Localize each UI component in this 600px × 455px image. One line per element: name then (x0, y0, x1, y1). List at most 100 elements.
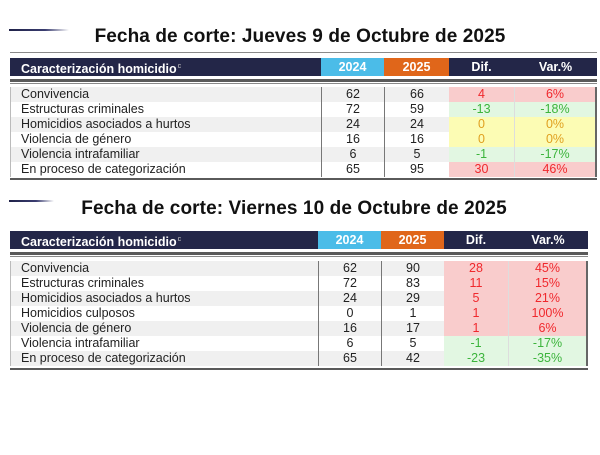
value-var: 0% (514, 117, 595, 132)
header-dif: Dif. (449, 58, 514, 76)
value-dif: 4 (449, 87, 514, 102)
value-2025: 24 (384, 117, 449, 132)
table-2-body: Convivencia 62 90 28 45% Estructuras cri… (10, 261, 588, 366)
table-row: Homicidios asociados a hurtos 24 24 0 0% (11, 117, 595, 132)
row-label: Homicidios asociados a hurtos (21, 117, 191, 131)
table-row: Convivencia 62 66 4 6% (11, 87, 595, 102)
row-label: Violencia intrafamiliar (21, 336, 140, 350)
header-label-cell: Caracterización homicidioc (10, 58, 321, 76)
table-row: Homicidios asociados a hurtos 24 29 5 21… (11, 291, 586, 306)
row-label: En proceso de categorización (21, 162, 186, 176)
header-underline-thin (10, 256, 588, 257)
value-var: -17% (508, 336, 586, 351)
value-dif: 0 (449, 117, 514, 132)
table-row: En proceso de categorización 65 95 30 46… (11, 162, 595, 177)
value-dif: 5 (444, 291, 508, 306)
value-2025: 59 (384, 102, 449, 117)
table-1-bottom-rule (10, 178, 597, 180)
header-label: Caracterización homicidio (21, 235, 177, 249)
row-label: Violencia de género (21, 132, 132, 146)
value-dif: 1 (444, 306, 508, 321)
value-2025: 83 (381, 276, 444, 291)
value-2024: 65 (321, 162, 384, 177)
value-2025: 5 (384, 147, 449, 162)
table-row: Homicidios culposos 0 1 1 100% (11, 306, 586, 321)
value-var: -17% (514, 147, 595, 162)
table-row: En proceso de categorización 65 42 -23 -… (11, 351, 586, 366)
value-2024: 6 (321, 147, 384, 162)
header-label-cell: Caracterización homicidioc (10, 231, 318, 249)
header-label-superscript: c (177, 236, 182, 243)
table-row: Estructuras criminales 72 59 -13 -18% (11, 102, 595, 117)
table-row: Violencia de género 16 16 0 0% (11, 132, 595, 147)
title-underline (10, 52, 597, 53)
header-2024: 2024 (321, 58, 384, 76)
value-var: 6% (514, 87, 595, 102)
header-2024: 2024 (318, 231, 381, 249)
value-2024: 16 (318, 321, 381, 336)
value-var: -35% (508, 351, 586, 366)
header-label-superscript: c (177, 63, 182, 70)
decorative-line (9, 29, 69, 31)
row-label: Convivencia (21, 87, 90, 101)
header-underline (10, 79, 597, 82)
value-var: 6% (508, 321, 586, 336)
value-2024: 72 (321, 102, 384, 117)
value-2025: 66 (384, 87, 449, 102)
value-var: -18% (514, 102, 595, 117)
row-label: Violencia intrafamiliar (21, 147, 140, 161)
value-2025: 5 (381, 336, 444, 351)
header-dif: Dif. (444, 231, 508, 249)
table-2-bottom-rule (10, 368, 588, 370)
table-1-header: Caracterización homicidioc 2024 2025 Dif… (10, 58, 597, 76)
header-var: Var.% (508, 231, 588, 249)
row-label: Estructuras criminales (21, 102, 144, 116)
value-dif: 11 (444, 276, 508, 291)
value-dif: 30 (449, 162, 514, 177)
table-2: Caracterización homicidioc 2024 2025 Dif… (10, 231, 588, 391)
value-var: 21% (508, 291, 586, 306)
table-row: Violencia intrafamiliar 6 5 -1 -17% (11, 336, 586, 351)
table-1-title: Fecha de corte: Jueves 9 de Octubre de 2… (94, 26, 506, 47)
header-2025: 2025 (381, 231, 444, 249)
value-dif: -23 (444, 351, 508, 366)
value-2025: 16 (384, 132, 449, 147)
value-2024: 24 (318, 291, 381, 306)
table-row: Violencia de género 16 17 1 6% (11, 321, 586, 336)
value-dif: 1 (444, 321, 508, 336)
row-label: En proceso de categorización (21, 351, 186, 365)
value-dif: -1 (444, 336, 508, 351)
value-dif: -1 (449, 147, 514, 162)
header-label: Caracterización homicidio (21, 62, 177, 76)
value-2025: 1 (381, 306, 444, 321)
row-label: Estructuras criminales (21, 276, 144, 290)
value-2024: 65 (318, 351, 381, 366)
value-2024: 24 (321, 117, 384, 132)
row-label: Homicidios culposos (21, 306, 135, 320)
value-2025: 90 (381, 261, 444, 276)
table-1-body: Convivencia 62 66 4 6% Estructuras crimi… (10, 87, 597, 177)
header-underline-thin (10, 83, 597, 84)
value-dif: 28 (444, 261, 508, 276)
value-var: 15% (508, 276, 586, 291)
value-2024: 6 (318, 336, 381, 351)
row-label: Violencia de género (21, 321, 132, 335)
table-2-header: Caracterización homicidioc 2024 2025 Dif… (10, 231, 588, 249)
value-2025: 17 (381, 321, 444, 336)
value-var: 100% (508, 306, 586, 321)
row-label: Homicidios asociados a hurtos (21, 291, 191, 305)
value-2024: 0 (318, 306, 381, 321)
value-dif: -13 (449, 102, 514, 117)
header-var: Var.% (514, 58, 597, 76)
table-2-title: Fecha de corte: Viernes 10 de Octubre de… (81, 198, 507, 219)
table-1: Caracterización homicidioc 2024 2025 Dif… (10, 58, 597, 198)
value-var: 45% (508, 261, 586, 276)
value-2025: 29 (381, 291, 444, 306)
value-2024: 72 (318, 276, 381, 291)
header-underline (10, 252, 588, 255)
row-label: Convivencia (21, 261, 90, 275)
header-2025: 2025 (384, 58, 449, 76)
value-2025: 95 (384, 162, 449, 177)
value-var: 46% (514, 162, 595, 177)
value-2025: 42 (381, 351, 444, 366)
